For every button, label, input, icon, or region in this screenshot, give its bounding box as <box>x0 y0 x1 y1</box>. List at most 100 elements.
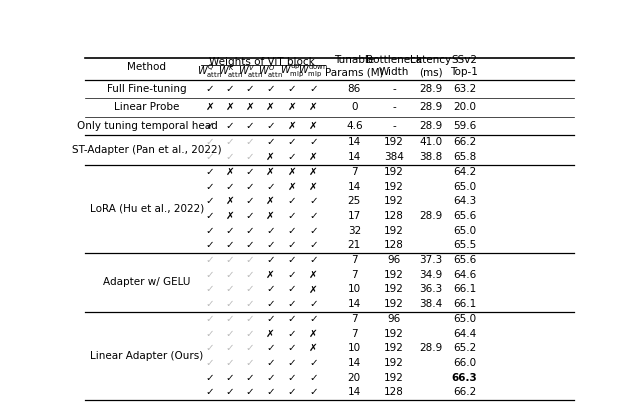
Text: ✗: ✗ <box>266 196 275 206</box>
Text: 66.1: 66.1 <box>452 284 476 295</box>
Text: ✗: ✗ <box>226 167 235 177</box>
Text: ✗: ✗ <box>287 103 296 112</box>
Text: ✓: ✓ <box>309 299 318 309</box>
Text: ✓: ✓ <box>246 240 255 250</box>
Text: 36.3: 36.3 <box>419 284 442 295</box>
Text: ✗: ✗ <box>309 329 318 339</box>
Text: ✓: ✓ <box>226 329 235 339</box>
Text: ✓: ✓ <box>205 84 214 94</box>
Text: 7: 7 <box>351 255 358 265</box>
Text: $W^{\mathrm{up}}_{\mathrm{mlp}}$: $W^{\mathrm{up}}_{\mathrm{mlp}}$ <box>280 63 304 80</box>
Text: Only tuning temporal head: Only tuning temporal head <box>77 121 218 131</box>
Text: 32: 32 <box>348 226 361 236</box>
Text: ✓: ✓ <box>205 182 214 192</box>
Text: ✓: ✓ <box>205 137 214 147</box>
Text: 14: 14 <box>348 387 361 397</box>
Text: ✓: ✓ <box>266 226 275 236</box>
Text: ✓: ✓ <box>287 152 296 162</box>
Text: 28.9: 28.9 <box>419 211 442 221</box>
Text: 28.9: 28.9 <box>419 343 442 353</box>
Text: ✓: ✓ <box>246 255 255 265</box>
Text: 192: 192 <box>384 284 404 295</box>
Text: ✓: ✓ <box>309 84 318 94</box>
Text: ✓: ✓ <box>309 226 318 236</box>
Text: ✓: ✓ <box>246 121 255 131</box>
Text: ✗: ✗ <box>226 103 235 112</box>
Text: 59.6: 59.6 <box>452 121 476 131</box>
Text: ✓: ✓ <box>246 226 255 236</box>
Text: ✓: ✓ <box>205 387 214 397</box>
Text: 14: 14 <box>348 137 361 147</box>
Text: ✓: ✓ <box>246 314 255 324</box>
Text: ✓: ✓ <box>309 373 318 383</box>
Text: ✓: ✓ <box>287 299 296 309</box>
Text: Linear Adapter (Ours): Linear Adapter (Ours) <box>90 351 204 361</box>
Text: 28.9: 28.9 <box>419 103 442 112</box>
Text: ✓: ✓ <box>226 358 235 368</box>
Text: Method: Method <box>127 62 166 72</box>
Text: 21: 21 <box>348 240 361 250</box>
Text: ✓: ✓ <box>205 211 214 221</box>
Text: ✗: ✗ <box>266 270 275 280</box>
Text: ✓: ✓ <box>287 226 296 236</box>
Text: $W^{K}_{\mathrm{attn}}$: $W^{K}_{\mathrm{attn}}$ <box>218 63 243 80</box>
Text: 14: 14 <box>348 182 361 192</box>
Text: ✓: ✓ <box>246 152 255 162</box>
Text: ✓: ✓ <box>287 255 296 265</box>
Text: ✓: ✓ <box>287 343 296 353</box>
Text: ✓: ✓ <box>246 343 255 353</box>
Text: ✗: ✗ <box>287 182 296 192</box>
Text: ✓: ✓ <box>205 255 214 265</box>
Text: ✓: ✓ <box>246 387 255 397</box>
Text: 192: 192 <box>384 196 404 206</box>
Text: ✓: ✓ <box>246 373 255 383</box>
Text: SSv2
Top-1: SSv2 Top-1 <box>451 55 478 77</box>
Text: ✗: ✗ <box>309 152 318 162</box>
Text: 128: 128 <box>384 211 404 221</box>
Text: 7: 7 <box>351 314 358 324</box>
Text: ✓: ✓ <box>205 358 214 368</box>
Text: 7: 7 <box>351 270 358 280</box>
Text: Linear Probe: Linear Probe <box>115 103 180 112</box>
Text: ✓: ✓ <box>246 84 255 94</box>
Text: ✓: ✓ <box>266 373 275 383</box>
Text: 128: 128 <box>384 387 404 397</box>
Text: ✓: ✓ <box>287 284 296 295</box>
Text: ✓: ✓ <box>266 314 275 324</box>
Text: 65.6: 65.6 <box>452 255 476 265</box>
Text: ✓: ✓ <box>266 343 275 353</box>
Text: 192: 192 <box>384 182 404 192</box>
Text: ✓: ✓ <box>226 226 235 236</box>
Text: 28.9: 28.9 <box>419 84 442 94</box>
Text: ✓: ✓ <box>309 196 318 206</box>
Text: $W^{Q}_{\mathrm{attn}}$: $W^{Q}_{\mathrm{attn}}$ <box>198 63 223 80</box>
Text: ✓: ✓ <box>266 299 275 309</box>
Text: 20.0: 20.0 <box>453 103 476 112</box>
Text: ✗: ✗ <box>309 343 318 353</box>
Text: ✓: ✓ <box>226 314 235 324</box>
Text: 66.2: 66.2 <box>452 387 476 397</box>
Text: -: - <box>392 121 396 131</box>
Text: 65.6: 65.6 <box>452 211 476 221</box>
Text: ✓: ✓ <box>287 196 296 206</box>
Text: 14: 14 <box>348 152 361 162</box>
Text: ✗: ✗ <box>266 329 275 339</box>
Text: 192: 192 <box>384 343 404 353</box>
Text: $W^{V}_{\mathrm{attn}}$: $W^{V}_{\mathrm{attn}}$ <box>237 63 262 80</box>
Text: ✓: ✓ <box>287 211 296 221</box>
Text: 65.0: 65.0 <box>453 182 476 192</box>
Text: 66.1: 66.1 <box>452 299 476 309</box>
Text: ✓: ✓ <box>226 240 235 250</box>
Text: 64.2: 64.2 <box>452 167 476 177</box>
Text: ✓: ✓ <box>246 137 255 147</box>
Text: Bottleneck
Width: Bottleneck Width <box>366 55 422 77</box>
Text: ✗: ✗ <box>287 121 296 131</box>
Text: ST-Adapter (Pan et al., 2022): ST-Adapter (Pan et al., 2022) <box>72 145 222 155</box>
Text: 17: 17 <box>348 211 361 221</box>
Text: ✓: ✓ <box>287 314 296 324</box>
Text: 38.8: 38.8 <box>419 152 442 162</box>
Text: 38.4: 38.4 <box>419 299 442 309</box>
Text: ✓: ✓ <box>226 373 235 383</box>
Text: ✓: ✓ <box>246 182 255 192</box>
Text: ✓: ✓ <box>226 137 235 147</box>
